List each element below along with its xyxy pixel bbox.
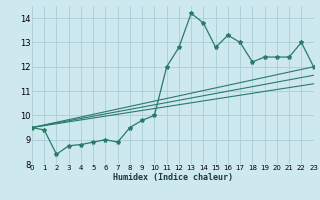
X-axis label: Humidex (Indice chaleur): Humidex (Indice chaleur) — [113, 173, 233, 182]
